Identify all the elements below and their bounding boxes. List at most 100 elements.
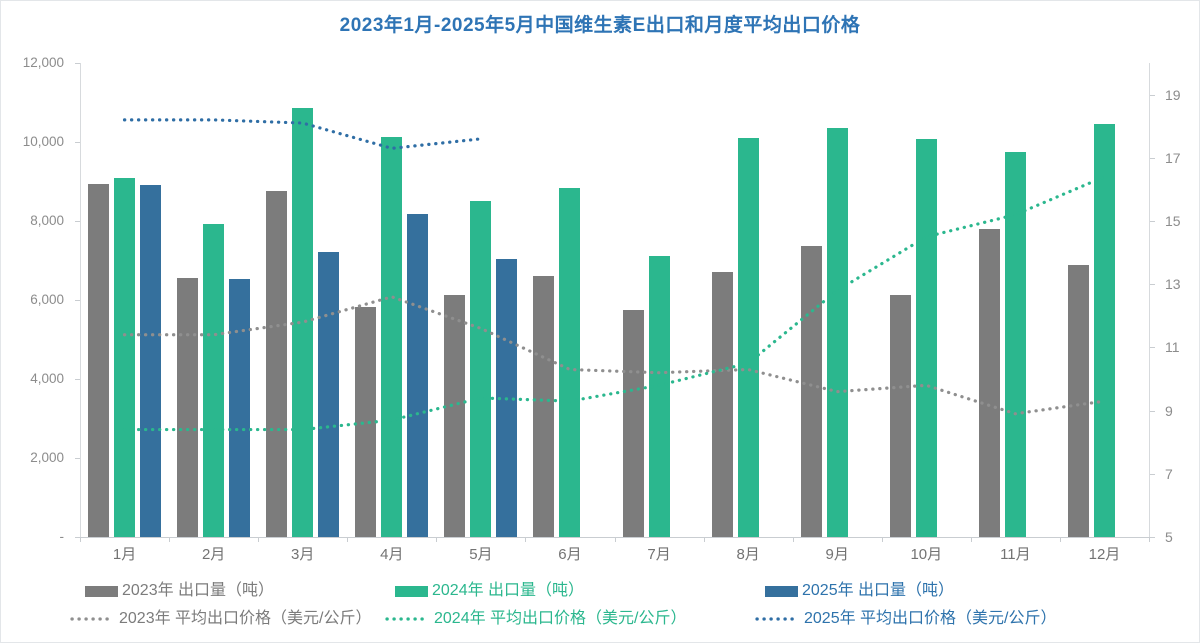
bar-2023年-6月	[533, 276, 554, 537]
bar-2025年-2月	[229, 279, 250, 537]
x-axis-label: 1月	[90, 546, 160, 564]
legend-label: 2023年 平均出口价格（美元/公斤）	[119, 608, 372, 630]
bar-2023年-3月	[266, 191, 287, 537]
x-axis-label: 2月	[179, 546, 249, 564]
legend-item-2024年-price: 2024年 平均出口价格（美元/公斤）	[384, 608, 687, 630]
x-axis-tick	[971, 537, 972, 542]
bar-2024年-1月	[114, 178, 135, 537]
right-axis-tick-label: 9	[1165, 403, 1199, 419]
right-axis-tick	[1150, 95, 1155, 96]
right-axis-tick	[1150, 284, 1155, 285]
x-axis-label: 3月	[268, 546, 338, 564]
right-axis-tick	[1150, 474, 1155, 475]
x-axis-tick	[258, 537, 259, 542]
legend-label: 2025年 平均出口价格（美元/公斤）	[804, 608, 1057, 630]
x-axis-tick	[525, 537, 526, 542]
x-axis-tick	[615, 537, 616, 542]
right-axis-tick-label: 15	[1165, 213, 1199, 229]
right-axis-line	[1149, 63, 1150, 537]
x-axis-tick	[1149, 537, 1150, 542]
bar-2023年-9月	[801, 246, 822, 537]
legend-bar-swatch-icon	[395, 586, 428, 597]
left-axis-tick	[75, 142, 80, 143]
left-axis-tick-label: 2,000	[14, 450, 64, 466]
chart-frame: 2023年1月-2025年5月中国维生素E出口和月度平均出口价格 12,000 1…	[0, 0, 1200, 643]
chart-title: 2023年1月-2025年5月中国维生素E出口和月度平均出口价格	[1, 10, 1199, 37]
right-axis-tick	[1150, 347, 1155, 348]
x-axis-label: 5月	[446, 546, 516, 564]
right-axis-tick-label: 5	[1165, 529, 1199, 545]
x-axis-tick	[347, 537, 348, 542]
left-axis-tick	[75, 63, 80, 64]
bar-2023年-5月	[444, 295, 465, 537]
x-axis-tick	[882, 537, 883, 542]
legend-item-2023年-volume: 2023年 出口量（吨）	[85, 580, 274, 602]
bar-2024年-8月	[738, 138, 759, 537]
bar-2024年-12月	[1094, 124, 1115, 537]
bar-2024年-3月	[292, 108, 313, 537]
bar-2024年-11月	[1005, 152, 1026, 537]
bar-2025年-5月	[496, 259, 517, 537]
left-axis-tick-label: 6,000	[14, 292, 64, 308]
bar-2023年-10月	[890, 295, 911, 537]
legend-label: 2024年 出口量（吨）	[432, 580, 584, 602]
x-axis-label: 10月	[891, 546, 961, 564]
right-axis-tick	[1150, 537, 1155, 538]
x-axis-tick	[80, 537, 81, 542]
x-axis-label: 6月	[535, 546, 605, 564]
legend-dotted-line-swatch-icon	[384, 613, 430, 625]
bar-2025年-1月	[140, 185, 161, 537]
x-axis-label: 11月	[980, 546, 1050, 564]
x-axis-label: 9月	[802, 546, 872, 564]
legend-item-2025年-price: 2025年 平均出口价格（美元/公斤）	[754, 608, 1057, 630]
bar-2024年-5月	[470, 201, 491, 537]
legend-item-2024年-volume: 2024年 出口量（吨）	[395, 580, 584, 602]
legend-bar-swatch-icon	[85, 586, 118, 597]
bar-2023年-12月	[1068, 265, 1089, 537]
left-axis-tick	[75, 379, 80, 380]
bar-2023年-2月	[177, 278, 198, 537]
x-axis-label: 7月	[624, 546, 694, 564]
bar-2024年-9月	[827, 128, 848, 537]
left-axis-tick	[75, 300, 80, 301]
right-axis-tick-label: 19	[1165, 87, 1199, 103]
left-axis-line	[80, 63, 81, 537]
right-axis-tick-label: 7	[1165, 466, 1199, 482]
x-axis-label: 8月	[713, 546, 783, 564]
legend-dotted-line-swatch-icon	[69, 613, 115, 625]
x-axis-tick	[169, 537, 170, 542]
left-axis-tick-label: -	[14, 529, 64, 545]
x-axis-tick	[704, 537, 705, 542]
legend-label: 2023年 出口量（吨）	[122, 580, 274, 602]
bar-2023年-7月	[623, 310, 644, 537]
legend-label: 2024年 平均出口价格（美元/公斤）	[434, 608, 687, 630]
right-axis-tick-label: 13	[1165, 276, 1199, 292]
legend-item-2025年-volume: 2025年 出口量（吨）	[765, 580, 954, 602]
bar-2024年-10月	[916, 139, 937, 537]
right-axis-tick-label: 17	[1165, 150, 1199, 166]
x-axis-label: 12月	[1069, 546, 1139, 564]
legend-bar-swatch-icon	[765, 586, 798, 597]
right-axis-tick	[1150, 158, 1155, 159]
bar-2024年-4月	[381, 137, 402, 537]
bar-2024年-2月	[203, 224, 224, 537]
bar-2024年-7月	[649, 256, 670, 537]
left-axis-tick	[75, 458, 80, 459]
bar-2023年-11月	[979, 229, 1000, 537]
legend-item-2023年-price: 2023年 平均出口价格（美元/公斤）	[69, 608, 372, 630]
left-axis-tick	[75, 221, 80, 222]
bar-2025年-3月	[318, 252, 339, 537]
left-axis-tick-label: 8,000	[14, 213, 64, 229]
left-axis-tick-label: 4,000	[14, 371, 64, 387]
bar-2024年-6月	[559, 188, 580, 537]
x-axis-label: 4月	[357, 546, 427, 564]
left-axis-tick-label: 10,000	[14, 134, 64, 150]
x-axis-tick	[793, 537, 794, 542]
right-axis-tick	[1150, 221, 1155, 222]
bar-2023年-1月	[88, 184, 109, 537]
bar-2025年-4月	[407, 214, 428, 537]
x-axis-tick	[1060, 537, 1061, 542]
bar-2023年-4月	[355, 307, 376, 537]
bar-2023年-8月	[712, 272, 733, 537]
left-axis-tick-label: 12,000	[14, 55, 64, 71]
